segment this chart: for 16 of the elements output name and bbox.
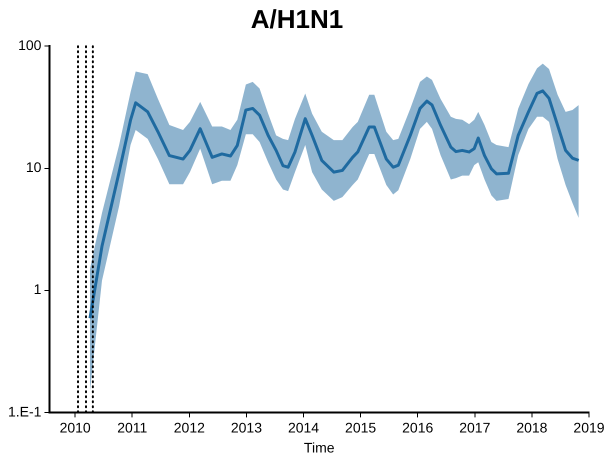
y-tick-label: 1 <box>34 281 42 298</box>
x-tick-label: 2016 <box>402 420 434 436</box>
y-tick-label: 1.E-1 <box>8 403 42 420</box>
x-tick-label: 2010 <box>60 420 91 436</box>
x-tick-label: 2019 <box>573 420 605 436</box>
x-tick-label: 2018 <box>516 420 548 436</box>
y-tick-label: 10 <box>26 159 42 176</box>
x-tick-label: 2012 <box>174 420 206 436</box>
x-tick-label: 2017 <box>459 420 491 436</box>
y-tick-label: 100 <box>18 37 42 54</box>
x-axis-title: Time <box>304 439 335 456</box>
x-tick-label: 2015 <box>345 420 376 436</box>
x-tick-label: 2011 <box>117 420 148 436</box>
x-tick-label: 2013 <box>230 420 262 436</box>
chart-title: A/H1N1 <box>250 4 344 34</box>
x-tick-label: 2014 <box>288 420 320 436</box>
